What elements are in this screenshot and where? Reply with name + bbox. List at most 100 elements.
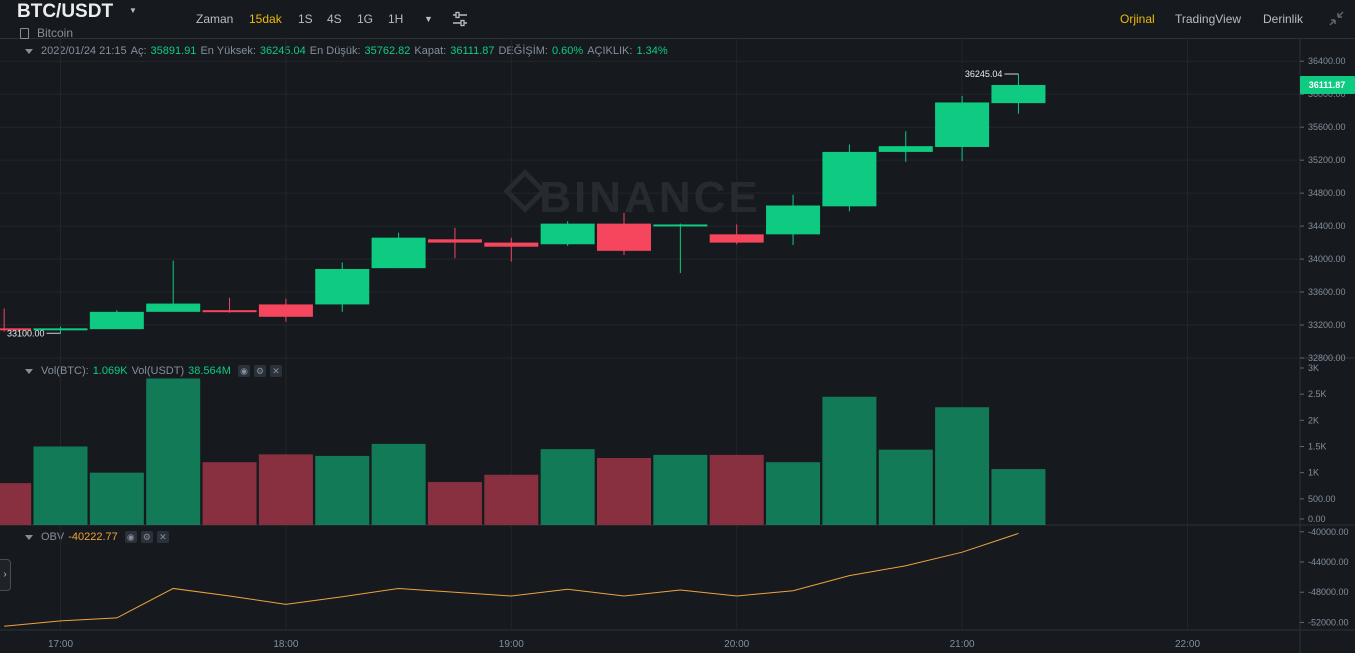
interval-1h[interactable]: 1S xyxy=(298,12,313,26)
legend-low-label: En Düşük: xyxy=(309,45,361,57)
watermark: BINANCE xyxy=(539,173,760,222)
volume-bar xyxy=(653,454,708,525)
price-tick-label: 34400.00 xyxy=(1308,221,1346,231)
volume-tick-label: 1.5K xyxy=(1308,442,1327,452)
candle-body xyxy=(89,311,144,330)
time-tick-label: 18:00 xyxy=(273,639,298,650)
legend-change: 0.60% xyxy=(552,45,584,57)
candle-body xyxy=(597,223,651,251)
ohlc-legend: 2022/01/24 21:15 Aç: 35891.91 En Yüksek: 362… xyxy=(25,45,668,57)
legend-high: 36245.04 xyxy=(259,45,306,57)
candle-body xyxy=(0,328,32,331)
volume-bar xyxy=(33,446,88,525)
view-tradingview[interactable]: TradingView xyxy=(1175,12,1242,26)
price-tick-label: 34000.00 xyxy=(1308,254,1346,264)
obv-tick-label: -44000.00 xyxy=(1308,557,1349,567)
candle-body xyxy=(935,102,990,147)
close-icon[interactable]: ✕ xyxy=(270,365,282,378)
obv-legend: OBV -40222.77 ◉ ⚙ ✕ xyxy=(25,531,169,544)
legend-open-label: Aç: xyxy=(130,45,147,57)
time-tick-label: 22:00 xyxy=(1175,639,1200,650)
hide-icon[interactable]: ◉ xyxy=(238,365,250,378)
interval-1d[interactable]: 1G xyxy=(357,12,374,26)
volume-tick-label: 2.5K xyxy=(1308,389,1327,399)
volume-legend: Vol(BTC): 1.069K Vol(USDT) 38.564M ◉ ⚙ ✕ xyxy=(25,365,282,378)
volume-bar xyxy=(597,458,651,525)
volume-bar xyxy=(822,396,877,525)
interval-zaman[interactable]: Zaman xyxy=(196,12,234,26)
obv-value: -40222.77 xyxy=(68,531,118,543)
price-tick-label: 33200.00 xyxy=(1308,320,1346,330)
collapse-obv-icon[interactable] xyxy=(25,534,33,540)
volume-bar xyxy=(935,407,990,525)
indicator-settings-icon[interactable] xyxy=(452,11,468,27)
vol-btc-value: 1.069K xyxy=(92,365,128,377)
binance-logo-icon xyxy=(503,169,547,213)
volume-bar xyxy=(484,474,539,525)
time-tick-label: 21:00 xyxy=(950,639,975,650)
interval-4h[interactable]: 4S xyxy=(327,12,342,26)
volume-bar xyxy=(258,454,313,525)
legend-amplitude-label: AÇIKLIK: xyxy=(587,45,633,57)
vol-usdt-value: 38.564M xyxy=(188,365,231,377)
legend-amplitude: 1.34% xyxy=(636,45,668,57)
volume-bar xyxy=(991,469,1046,525)
volume-tick-label: 500.00 xyxy=(1308,494,1336,504)
price-tick-label: 36000.00 xyxy=(1308,89,1346,99)
candle-body xyxy=(653,224,708,227)
candle-body xyxy=(202,310,257,313)
candle-body xyxy=(540,223,595,245)
vol-btc-label: Vol(BTC): xyxy=(41,365,89,377)
interval-1w[interactable]: 1H xyxy=(388,12,404,26)
volume-bar xyxy=(315,455,370,525)
time-tick-label: 19:00 xyxy=(499,639,524,650)
volume-tick-label: 1K xyxy=(1308,468,1319,478)
view-original[interactable]: Orjinal xyxy=(1120,12,1155,26)
volume-bar xyxy=(371,443,426,525)
candle-body xyxy=(146,303,201,312)
collapse-icon[interactable] xyxy=(1328,10,1345,27)
collapse-legend-icon[interactable] xyxy=(25,48,33,54)
more-intervals-icon[interactable]: ▼ xyxy=(424,14,433,24)
interval-15m[interactable]: 15dak xyxy=(249,12,282,26)
settings-icon[interactable]: ⚙ xyxy=(140,531,153,544)
last-price-label: 36111.87 xyxy=(1309,80,1346,90)
volume-bar xyxy=(709,454,764,525)
price-tick-label: 35600.00 xyxy=(1308,122,1346,132)
price-tick-label: 36400.00 xyxy=(1308,56,1346,66)
candle-body xyxy=(709,234,764,243)
legend-close: 36111.87 xyxy=(450,45,495,57)
high-marker-label: 36245.04 xyxy=(965,69,1003,79)
volume-bar xyxy=(427,482,482,525)
view-depth[interactable]: Derinlik xyxy=(1263,12,1304,26)
volume-tick-label: 0.00 xyxy=(1308,514,1326,524)
pair-dropdown-icon[interactable]: ▼ xyxy=(129,6,137,15)
last-price-badge xyxy=(1300,75,1355,94)
volume-bar xyxy=(89,472,144,525)
legend-change-label: DEĞİŞİM: xyxy=(498,45,548,57)
price-tick-label: 33600.00 xyxy=(1308,287,1346,297)
legend-low: 35762.82 xyxy=(364,45,411,57)
time-tick-label: 20:00 xyxy=(724,639,749,650)
candle-body xyxy=(258,304,313,317)
obv-tick-label: -52000.00 xyxy=(1308,617,1349,627)
obv-tick-label: -40000.00 xyxy=(1308,527,1349,537)
volume-tick-label: 3K xyxy=(1308,363,1319,373)
candle-body xyxy=(33,328,88,331)
close-icon[interactable]: ✕ xyxy=(156,531,169,544)
expand-sidebar-button[interactable]: › xyxy=(0,559,11,591)
hide-icon[interactable]: ◉ xyxy=(124,531,137,544)
volume-bar xyxy=(540,449,595,525)
volume-bar xyxy=(202,462,257,525)
candle-body xyxy=(427,239,482,243)
candle-body xyxy=(766,205,821,235)
price-tick-label: 32800.00 xyxy=(1308,353,1346,363)
obv-line xyxy=(4,532,1019,627)
pair-title[interactable]: BTC/USDT xyxy=(17,1,114,22)
collapse-volume-icon[interactable] xyxy=(25,368,33,374)
top-bar: BTC/USDT ▼ Bitcoin Zaman 15dak 1S 4S 1G … xyxy=(0,0,1355,40)
volume-bar xyxy=(878,449,933,525)
settings-icon[interactable]: ⚙ xyxy=(254,365,266,378)
obv-tick-label: -48000.00 xyxy=(1308,587,1349,597)
candle-body xyxy=(371,237,426,269)
